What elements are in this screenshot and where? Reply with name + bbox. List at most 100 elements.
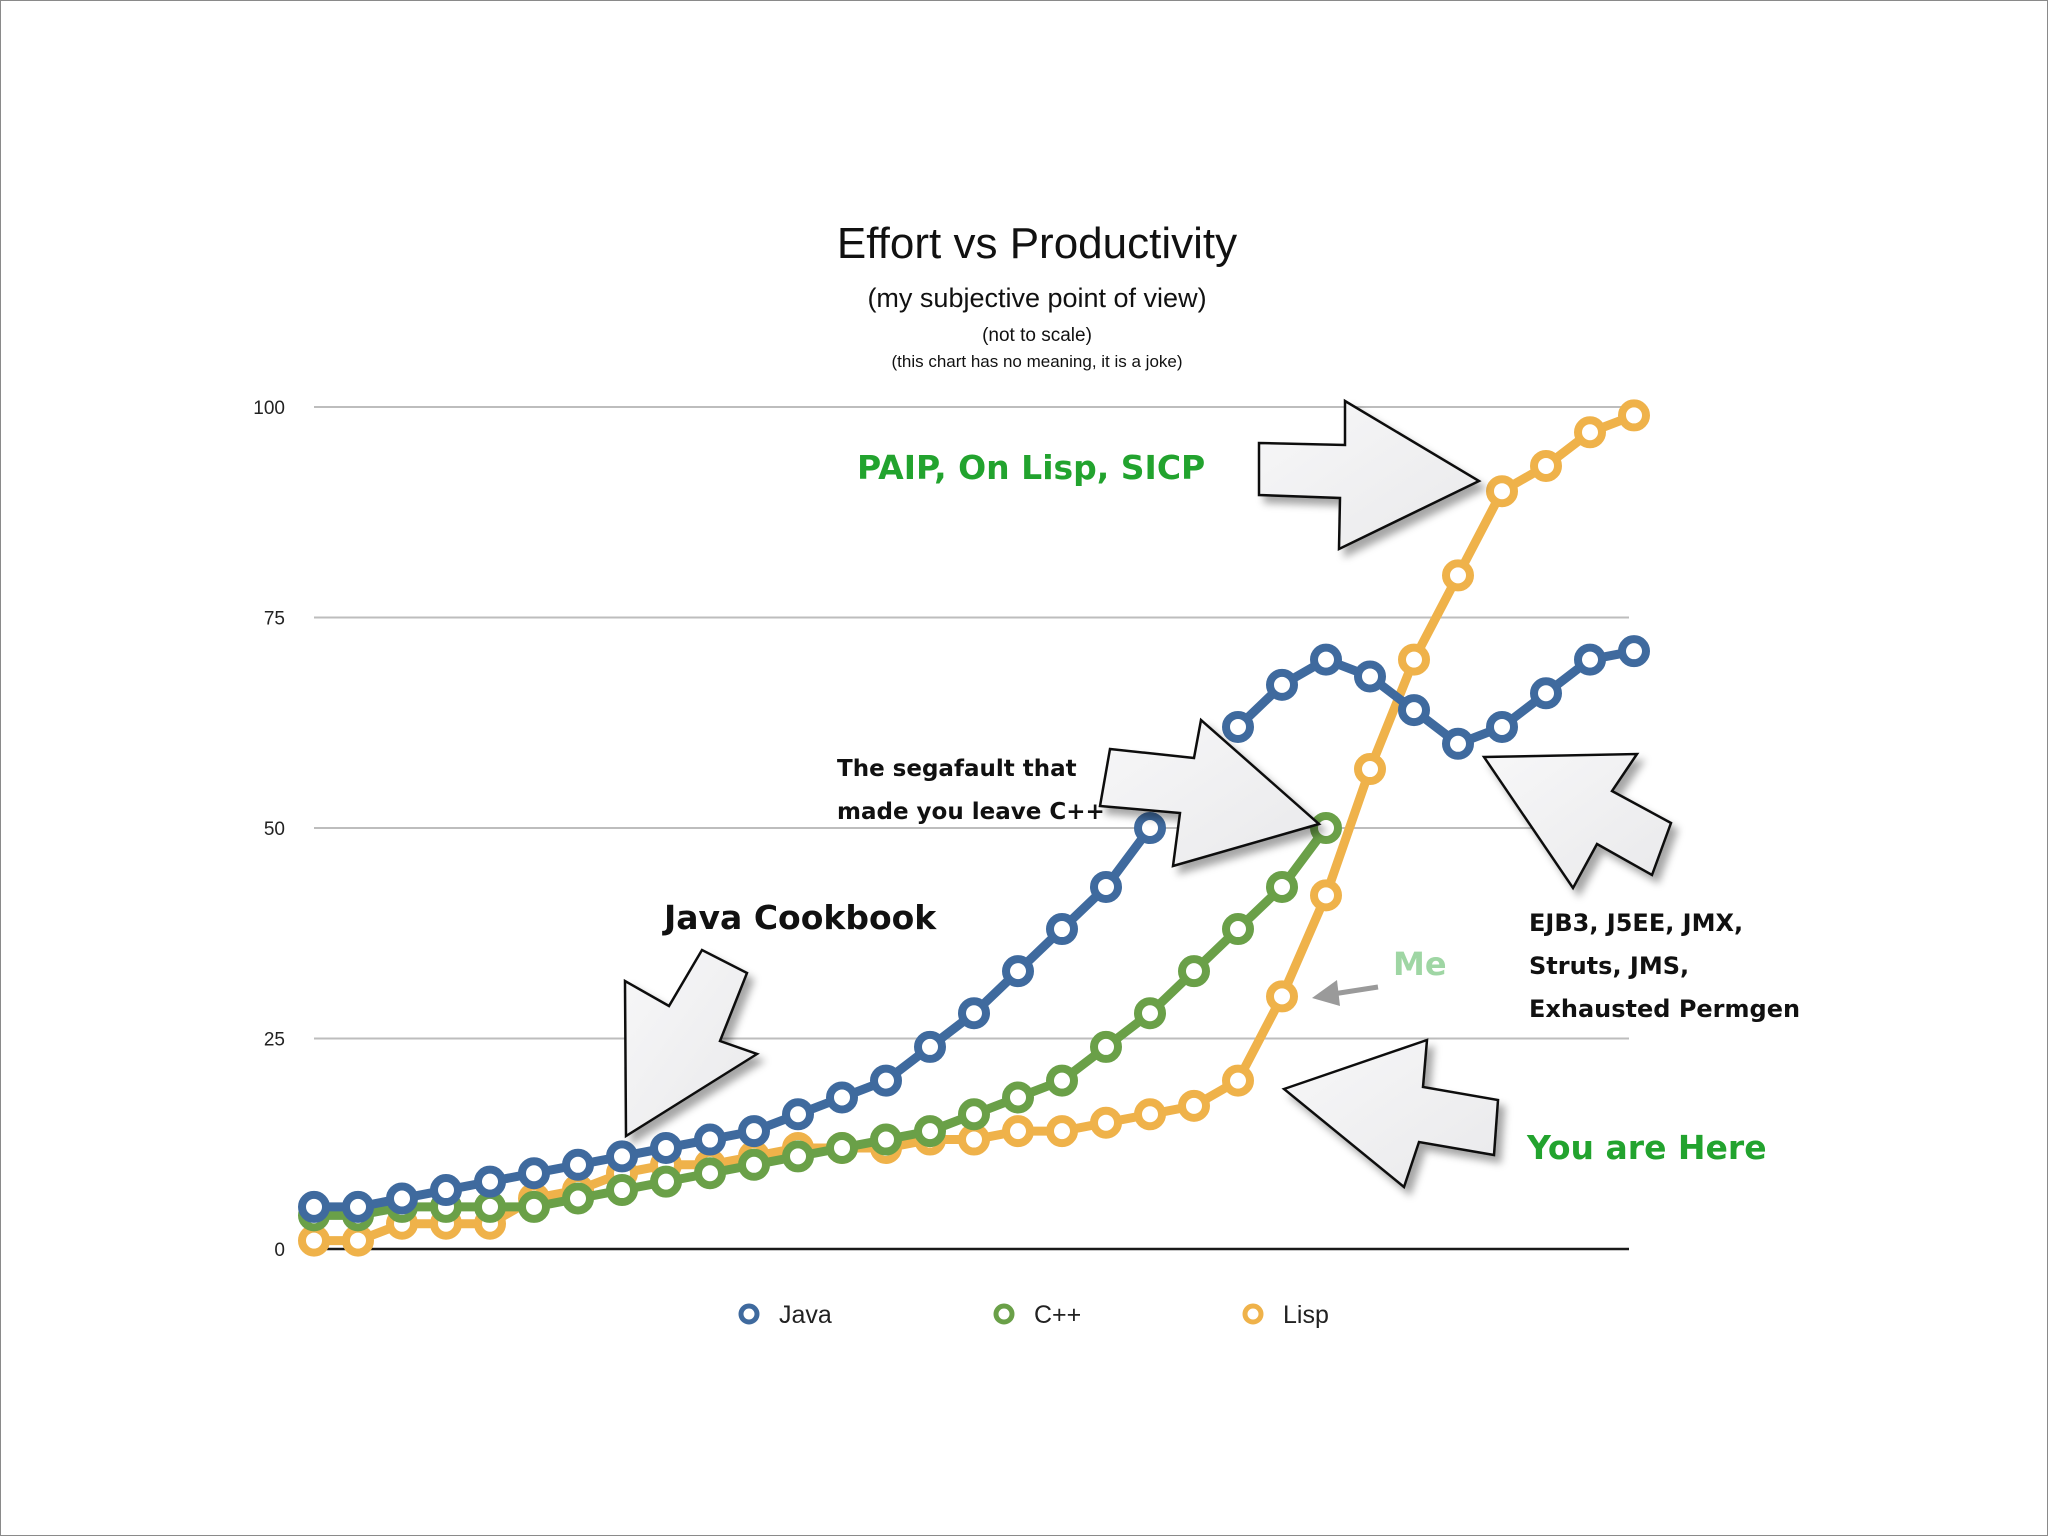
point-java-3: [430, 1174, 462, 1207]
y-tick-label-25: 25: [264, 1030, 285, 1051]
point-lisp-23: [1310, 879, 1342, 912]
series-line-java-0: [309, 823, 1155, 1212]
point-lisp-30: [1618, 399, 1650, 432]
arrow-paip-icon: [1257, 398, 1482, 552]
point-cpp-17: [1046, 1064, 1078, 1097]
legend-marker-cpp: [993, 1303, 1015, 1325]
point-java-11: [782, 1098, 814, 1131]
arrow-you-are-here-icon: [1281, 1038, 1500, 1190]
point-java-0: [298, 1190, 330, 1223]
point-java-1: [342, 1190, 374, 1223]
point-lisp-19: [1134, 1098, 1166, 1131]
point-java-12: [826, 1081, 858, 1114]
point-java-15: [958, 997, 990, 1030]
point-java-27: [1486, 710, 1518, 743]
point-java-29: [1574, 643, 1606, 676]
annotation-ejb3-line2: Struts, JMS,: [1529, 952, 1689, 980]
point-cpp-11: [782, 1140, 814, 1173]
point-java-6: [562, 1148, 594, 1181]
point-cpp-8: [650, 1165, 682, 1198]
point-cpp-23: [1310, 812, 1342, 844]
point-cpp-19: [1134, 997, 1166, 1030]
point-java-7: [606, 1140, 638, 1173]
point-java-9: [694, 1123, 726, 1156]
point-java-22: [1266, 668, 1298, 701]
point-lisp-25: [1398, 643, 1430, 676]
y-tick-label-0: 0: [274, 1240, 285, 1261]
annotation-you-are-here: You are Here: [1526, 1128, 1767, 1167]
point-lisp-26: [1442, 559, 1474, 592]
point-cpp-14: [914, 1115, 946, 1148]
point-java-26: [1442, 727, 1474, 760]
point-cpp-7: [606, 1174, 638, 1207]
point-cpp-16: [1002, 1081, 1034, 1114]
series-cpp: [298, 812, 1342, 1232]
point-lisp-15: [958, 1123, 990, 1156]
point-java-25: [1398, 694, 1430, 727]
chart-note-joke: (this chart has no meaning, it is a joke…: [891, 352, 1182, 371]
y-tick-label-75: 75: [264, 609, 285, 630]
point-java-19: [1134, 812, 1166, 844]
point-lisp-22: [1266, 980, 1298, 1013]
arrow-segfault-icon: [1098, 717, 1322, 868]
grid-lines: [314, 406, 1629, 1251]
chart-note-scale: (not to scale): [982, 325, 1092, 346]
point-cpp-10: [738, 1148, 770, 1181]
annotation-paip-text: PAIP, On Lisp, SICP: [857, 448, 1205, 487]
point-java-5: [518, 1157, 550, 1190]
chart-title: Effort vs Productivity: [837, 219, 1237, 268]
point-lisp-20: [1178, 1089, 1210, 1122]
annotation-ejb3-line3: Exhausted Permgen: [1529, 995, 1800, 1023]
annotation-ejb3-line1: EJB3, J5EE, JMX,: [1529, 909, 1743, 937]
point-lisp-18: [1090, 1106, 1122, 1139]
y-tick-label-100: 100: [253, 398, 285, 419]
point-java-16: [1002, 955, 1034, 988]
point-java-2: [386, 1182, 418, 1215]
point-java-18: [1090, 870, 1122, 903]
point-cpp-20: [1178, 955, 1210, 988]
annotation-java-cookbook: Java Cookbook: [662, 898, 937, 937]
arrow-ejb3-icon: [1481, 752, 1673, 891]
point-java-24: [1354, 660, 1386, 693]
series-java: [298, 635, 1650, 1223]
series-line-java-1: [1233, 646, 1639, 749]
legend: Java C++ Lisp: [738, 1301, 1329, 1329]
point-java-21: [1222, 710, 1254, 743]
annotation-segfault-line2: made you leave C++: [837, 799, 1105, 825]
series-group: [298, 399, 1650, 1257]
legend-label-java: Java: [779, 1301, 832, 1329]
point-java-23: [1310, 643, 1342, 676]
point-java-17: [1046, 913, 1078, 946]
point-java-30: [1618, 635, 1650, 668]
point-java-8: [650, 1131, 682, 1164]
y-tick-label-50: 50: [264, 819, 285, 840]
point-lisp-24: [1354, 753, 1386, 786]
annotation-me: Me: [1393, 945, 1447, 983]
point-cpp-18: [1090, 1030, 1122, 1063]
point-lisp-28: [1530, 449, 1562, 482]
point-cpp-5: [518, 1190, 550, 1223]
legend-marker-java: [738, 1303, 760, 1325]
point-cpp-15: [958, 1098, 990, 1131]
point-cpp-6: [562, 1182, 594, 1215]
point-java-10: [738, 1115, 770, 1148]
point-lisp-29: [1574, 416, 1606, 449]
point-java-13: [870, 1064, 902, 1097]
point-lisp-16: [1002, 1115, 1034, 1148]
point-lisp-1: [342, 1224, 374, 1257]
point-cpp-13: [870, 1123, 902, 1156]
point-lisp-27: [1486, 475, 1518, 508]
point-cpp-22: [1266, 870, 1298, 903]
legend-label-cpp: C++: [1034, 1301, 1081, 1329]
point-lisp-17: [1046, 1115, 1078, 1148]
annotation-segfault-line1: The segafault that: [837, 756, 1077, 782]
point-cpp-9: [694, 1157, 726, 1190]
point-cpp-12: [826, 1131, 858, 1164]
point-java-14: [914, 1030, 946, 1063]
me-arrow: [1312, 980, 1379, 1006]
point-lisp-21: [1222, 1064, 1254, 1097]
y-axis-ticks: 0 25 50 75 100: [253, 398, 285, 1261]
arrow-java-cookbook-icon: [623, 948, 760, 1139]
